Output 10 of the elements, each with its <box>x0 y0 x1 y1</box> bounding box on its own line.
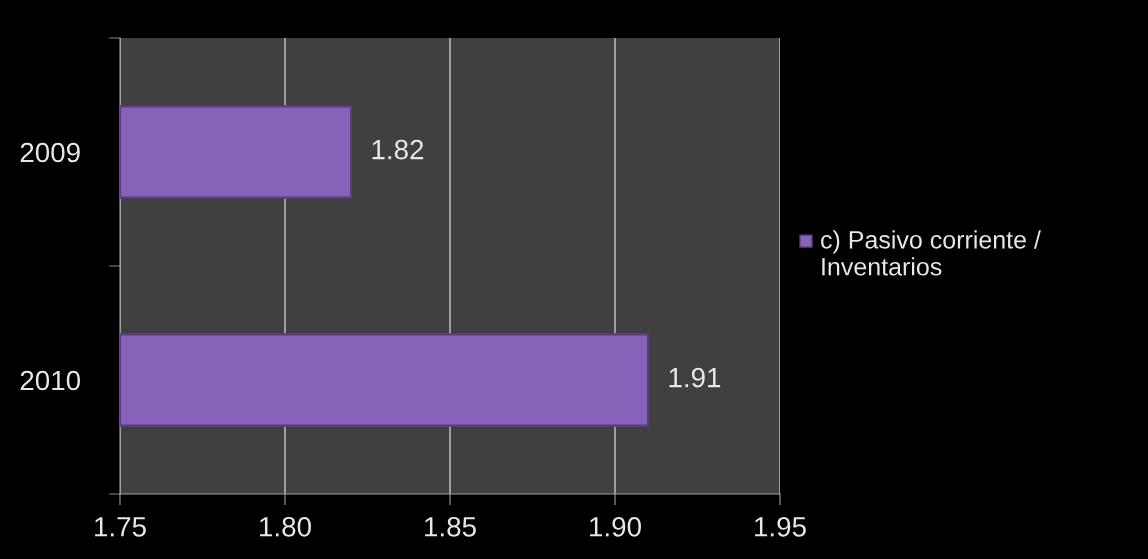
x-tick-label: 1.95 <box>755 516 806 537</box>
y-tick-label: 2009 <box>20 142 80 163</box>
x-tick-label: 1.75 <box>95 517 146 537</box>
x-tick-label: 1.85 <box>425 516 476 537</box>
data-label: 1.82 <box>372 139 424 160</box>
y-tick-label: 2010 <box>20 370 81 391</box>
data-label: 1.91 <box>669 367 721 388</box>
x-tick-label: 1.80 <box>260 516 311 537</box>
x-tick-label: 1.90 <box>590 516 641 537</box>
legend-label: c) Pasivo corriente / Inventarios <box>821 230 1041 276</box>
